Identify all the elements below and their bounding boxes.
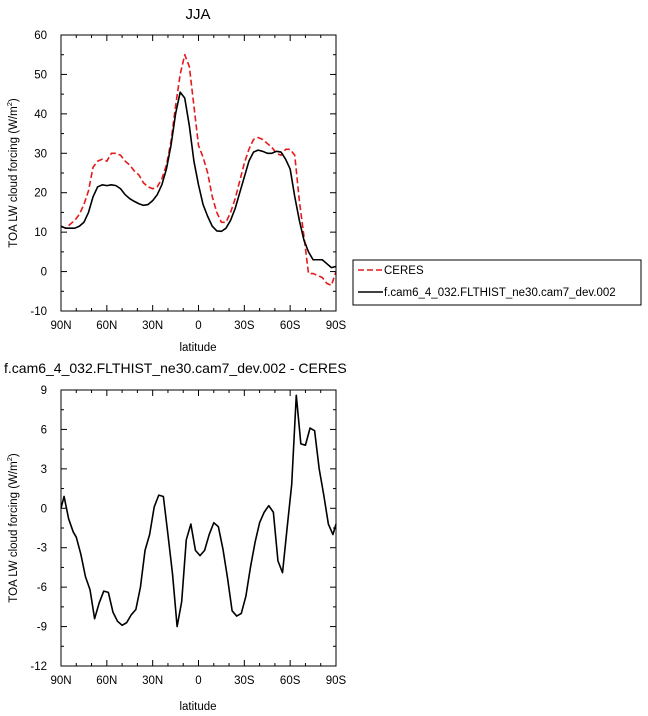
bottom-x-tick-label: 90N xyxy=(50,675,71,687)
bottom-plot-frame xyxy=(60,389,337,667)
top-y-axis-label-text: TOA LW cloud forcing (W/m xyxy=(8,106,20,247)
bottom-series-line-difference xyxy=(60,394,337,628)
bottom-y-tick-label: 9 xyxy=(41,385,47,397)
top-x-tick-label: 30N xyxy=(142,320,163,332)
top-chart-title: JJA xyxy=(185,6,210,23)
bottom-y-tick-label: 6 xyxy=(41,424,47,436)
bottom-y-tick-label: -12 xyxy=(30,661,47,673)
top-y-axis-label-sup: 2 xyxy=(5,102,14,106)
top-y-tick-label: 10 xyxy=(34,227,47,239)
bottom-chart-title: f.cam6_4_032.FLTHIST_ne30.cam7_dev.002 -… xyxy=(4,360,347,376)
top-y-tick-label: 30 xyxy=(34,148,47,160)
bottom-y-tick-label: -9 xyxy=(37,622,47,634)
bottom-y-axis-label-close: ) xyxy=(8,453,20,457)
top-x-axis-label: latitude xyxy=(179,342,216,354)
top-x-tick-label: 60N xyxy=(96,320,117,332)
top-series-line-ceres xyxy=(60,53,337,287)
bottom-x-tick-label: 60S xyxy=(280,675,301,687)
legend-label-ceres: CERES xyxy=(384,265,424,277)
bottom-y-tick-label: -6 xyxy=(37,582,47,594)
top-x-tick-label: 30S xyxy=(234,320,255,332)
legend-label-model: f.cam6_4_032.FLTHIST_ne30.cam7_dev.002 xyxy=(384,287,616,299)
top-x-tick-label: 60S xyxy=(280,320,301,332)
top-plot-frame xyxy=(60,34,337,312)
bottom-y-tick-label: -3 xyxy=(37,543,47,555)
top-x-tick-label: 90N xyxy=(50,320,71,332)
bottom-x-tick-label: 90S xyxy=(326,675,347,687)
top-y-tick-label: 60 xyxy=(34,30,47,42)
legend: CERES f.cam6_4_032.FLTHIST_ne30.cam7_dev… xyxy=(352,259,642,306)
top-y-axis-label-close: ) xyxy=(8,98,20,102)
top-y-axis-label: TOA LW cloud forcing (W/m2) xyxy=(5,98,20,248)
bottom-y-tick-label: 3 xyxy=(41,464,47,476)
top-ticks: 90N 60N 30N 0 30S 60S 90S -10 0 10 20 30 40 50 60 xyxy=(30,30,346,332)
top-y-tick-label: 0 xyxy=(41,267,47,279)
top-series-line-model xyxy=(60,91,337,269)
bottom-y-axis-label: TOA LW cloud forcing (W/m2) xyxy=(5,453,20,603)
bottom-y-axis-label-text: TOA LW cloud forcing (W/m xyxy=(8,461,20,602)
top-y-tick-label: 50 xyxy=(34,69,47,81)
top-panel: JJA 90N 60N 30N 0 30S 60S 90S-100102030405060 … xyxy=(5,6,642,354)
bottom-x-tick-label: 60N xyxy=(96,675,117,687)
bottom-x-tick-label: 30S xyxy=(234,675,255,687)
top-y-tick-label: 20 xyxy=(34,188,47,200)
bottom-y-tick-label: 0 xyxy=(41,503,47,515)
bottom-x-axis-label: latitude xyxy=(179,701,216,713)
top-series xyxy=(60,53,337,287)
legend-box xyxy=(352,259,642,306)
bottom-x-tick-label: 30N xyxy=(142,675,163,687)
top-x-tick-label: 90S xyxy=(326,320,347,332)
bottom-panel: f.cam6_4_032.FLTHIST_ne30.cam7_dev.002 -… xyxy=(4,360,347,713)
bottom-series xyxy=(60,394,337,628)
bottom-y-axis-label-sup: 2 xyxy=(5,457,14,461)
top-y-tick-label: 40 xyxy=(34,109,47,121)
top-x-tick-label: 0 xyxy=(195,320,201,332)
top-y-tick-label: -10 xyxy=(30,306,47,318)
bottom-x-tick-label: 0 xyxy=(195,675,201,687)
